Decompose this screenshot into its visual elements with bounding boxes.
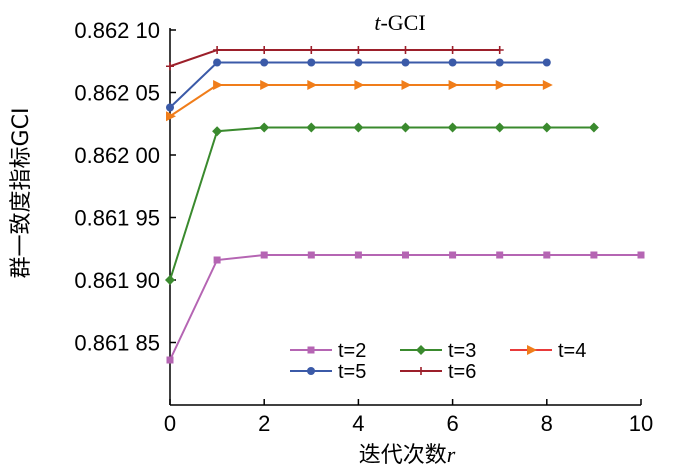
- legend-marker: [527, 345, 537, 355]
- data-point: [354, 58, 363, 67]
- legend-label: t=6: [448, 361, 476, 383]
- data-point: [213, 58, 222, 67]
- data-point: [448, 80, 459, 90]
- legend-label: t=5: [338, 361, 366, 383]
- x-tick-label: 8: [541, 411, 553, 436]
- data-point: [307, 58, 316, 67]
- y-tick-label: 0.861 90: [74, 268, 160, 293]
- data-point: [637, 251, 645, 259]
- data-point: [213, 256, 221, 264]
- data-point: [401, 46, 410, 54]
- data-point: [543, 251, 551, 259]
- legend-label: t=4: [558, 340, 586, 362]
- data-point: [165, 275, 175, 285]
- data-point: [166, 103, 174, 112]
- data-point: [166, 62, 174, 71]
- legend-item: t=3: [400, 340, 476, 362]
- legend-marker: [417, 367, 425, 375]
- y-tick-label: 0.861 85: [74, 331, 160, 356]
- y-tick-label: 0.862 00: [74, 143, 160, 168]
- data-point: [166, 356, 174, 364]
- x-tick-label: 4: [352, 411, 364, 436]
- series-t=6: [166, 46, 504, 71]
- data-point: [307, 80, 318, 90]
- data-point: [307, 251, 315, 259]
- data-point: [402, 251, 409, 259]
- legend-marker: [416, 345, 426, 355]
- data-point: [449, 251, 457, 259]
- data-point: [401, 80, 412, 90]
- legend-label: t=3: [448, 340, 476, 362]
- data-point: [542, 58, 551, 67]
- data-point: [401, 58, 410, 67]
- x-tick-label: 0: [164, 411, 176, 436]
- x-axis-title: 迭代次数r: [359, 442, 456, 468]
- data-point: [354, 251, 362, 259]
- data-point: [306, 122, 317, 133]
- data-point: [213, 46, 222, 54]
- data-point: [541, 122, 552, 133]
- data-point: [260, 251, 268, 259]
- legend-marker: [307, 346, 315, 354]
- data-point: [166, 111, 176, 122]
- x-tick-label: 10: [629, 411, 653, 436]
- series-line: [169, 84, 547, 118]
- series-t=3: [165, 122, 599, 285]
- ticks: 0 2 4 6 8 10 0.861 85 0.861 90 0.861 95 0.862 00 0…: [74, 18, 653, 436]
- data-point: [448, 46, 457, 54]
- legend-item: t=5: [290, 361, 366, 383]
- chart-title: t-GCI: [374, 10, 425, 35]
- legend-marker: [307, 367, 315, 375]
- series-layer: [165, 46, 645, 364]
- y-tick-label: 0.861 95: [74, 206, 160, 231]
- y-tick-label: 0.862 05: [74, 81, 160, 106]
- data-point: [212, 126, 223, 137]
- legend-item: t=6: [400, 361, 476, 383]
- data-point: [354, 80, 365, 90]
- legend-item: t=4: [510, 340, 586, 362]
- data-point: [260, 80, 271, 90]
- data-point: [542, 80, 553, 90]
- data-point: [494, 122, 505, 133]
- data-point: [260, 46, 269, 54]
- data-point: [307, 46, 316, 54]
- data-point: [495, 46, 504, 54]
- data-point: [448, 58, 457, 67]
- data-point: [496, 251, 504, 259]
- y-tick-label: 0.862 10: [74, 18, 160, 43]
- series-t=2: [166, 251, 645, 364]
- data-point: [354, 46, 363, 54]
- data-point: [353, 122, 364, 133]
- legend: t=2 t=3 t=4 t=5 t=6: [290, 340, 586, 383]
- data-point: [213, 80, 224, 90]
- data-point: [495, 80, 506, 90]
- legend-item: t=2: [290, 340, 366, 362]
- series-t=4: [166, 80, 553, 122]
- legend-label: t=2: [338, 340, 366, 362]
- y-axis-title: 群一致度指标GCI: [9, 108, 34, 279]
- data-point: [495, 58, 504, 67]
- data-point: [590, 251, 598, 259]
- series-line: [169, 126, 594, 281]
- x-tick-label: 6: [446, 411, 458, 436]
- series-line: [169, 49, 500, 68]
- data-point: [259, 122, 270, 133]
- data-point: [400, 122, 411, 133]
- data-point: [260, 58, 269, 67]
- data-point: [447, 122, 458, 133]
- series-t=5: [166, 58, 551, 112]
- x-tick-label: 2: [258, 411, 270, 436]
- data-point: [588, 122, 599, 133]
